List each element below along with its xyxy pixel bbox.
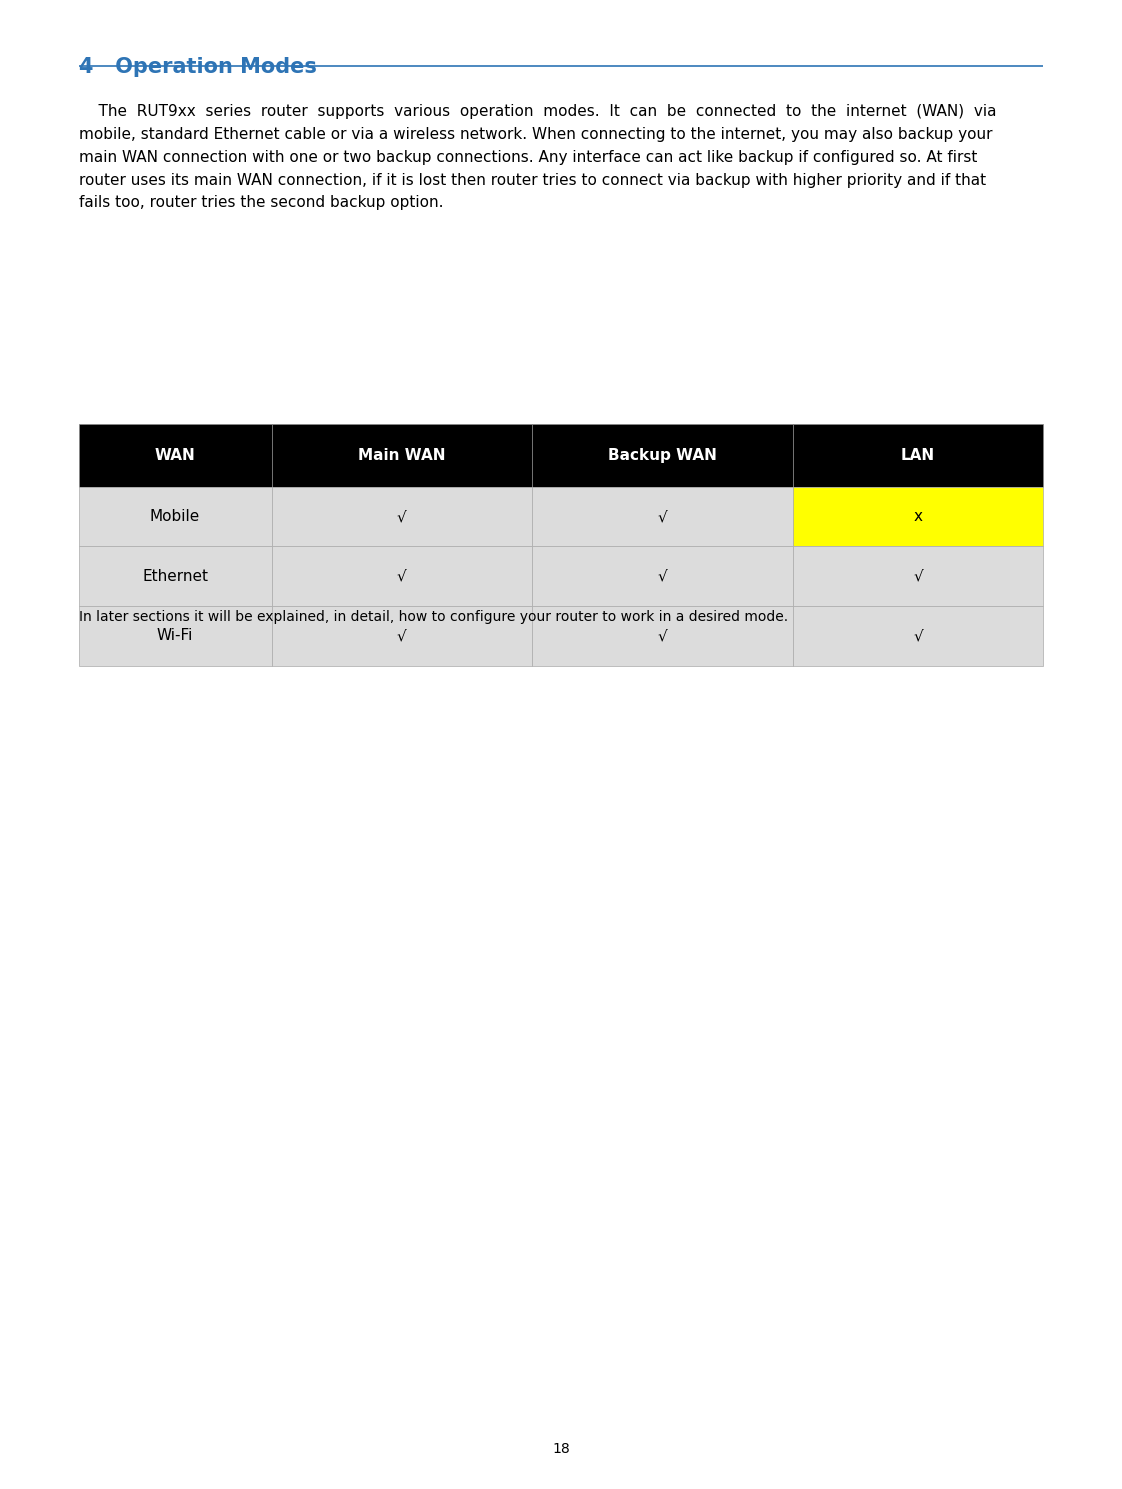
Text: Mobile: Mobile: [150, 509, 200, 524]
Text: √: √: [913, 569, 923, 584]
FancyBboxPatch shape: [532, 487, 792, 546]
FancyBboxPatch shape: [792, 606, 1043, 666]
FancyBboxPatch shape: [79, 606, 272, 666]
FancyBboxPatch shape: [792, 487, 1043, 546]
Text: WAN: WAN: [155, 448, 195, 463]
FancyBboxPatch shape: [79, 487, 272, 546]
Text: √: √: [657, 569, 668, 584]
FancyBboxPatch shape: [79, 424, 272, 487]
FancyBboxPatch shape: [272, 546, 532, 606]
FancyBboxPatch shape: [532, 546, 792, 606]
Text: Main WAN: Main WAN: [358, 448, 445, 463]
Text: Wi-Fi: Wi-Fi: [157, 628, 193, 643]
Text: √: √: [397, 628, 406, 643]
Text: LAN: LAN: [901, 448, 935, 463]
Text: The  RUT9xx  series  router  supports  various  operation  modes.  It  can  be  : The RUT9xx series router supports variou…: [79, 104, 996, 210]
Text: √: √: [657, 509, 668, 524]
FancyBboxPatch shape: [532, 606, 792, 666]
FancyBboxPatch shape: [792, 424, 1043, 487]
Text: √: √: [397, 569, 406, 584]
FancyBboxPatch shape: [272, 487, 532, 546]
Text: √: √: [657, 628, 668, 643]
Text: Ethernet: Ethernet: [142, 569, 208, 584]
FancyBboxPatch shape: [272, 606, 532, 666]
FancyBboxPatch shape: [79, 546, 272, 606]
Text: √: √: [913, 628, 923, 643]
Text: In later sections it will be explained, in detail, how to configure your router : In later sections it will be explained, …: [79, 610, 788, 624]
Text: √: √: [397, 509, 406, 524]
FancyBboxPatch shape: [272, 424, 532, 487]
FancyBboxPatch shape: [792, 546, 1043, 606]
Text: 18: 18: [552, 1443, 570, 1456]
Text: Backup WAN: Backup WAN: [608, 448, 717, 463]
Text: x: x: [913, 509, 922, 524]
FancyBboxPatch shape: [532, 424, 792, 487]
Text: 4   Operation Modes: 4 Operation Modes: [79, 57, 316, 76]
